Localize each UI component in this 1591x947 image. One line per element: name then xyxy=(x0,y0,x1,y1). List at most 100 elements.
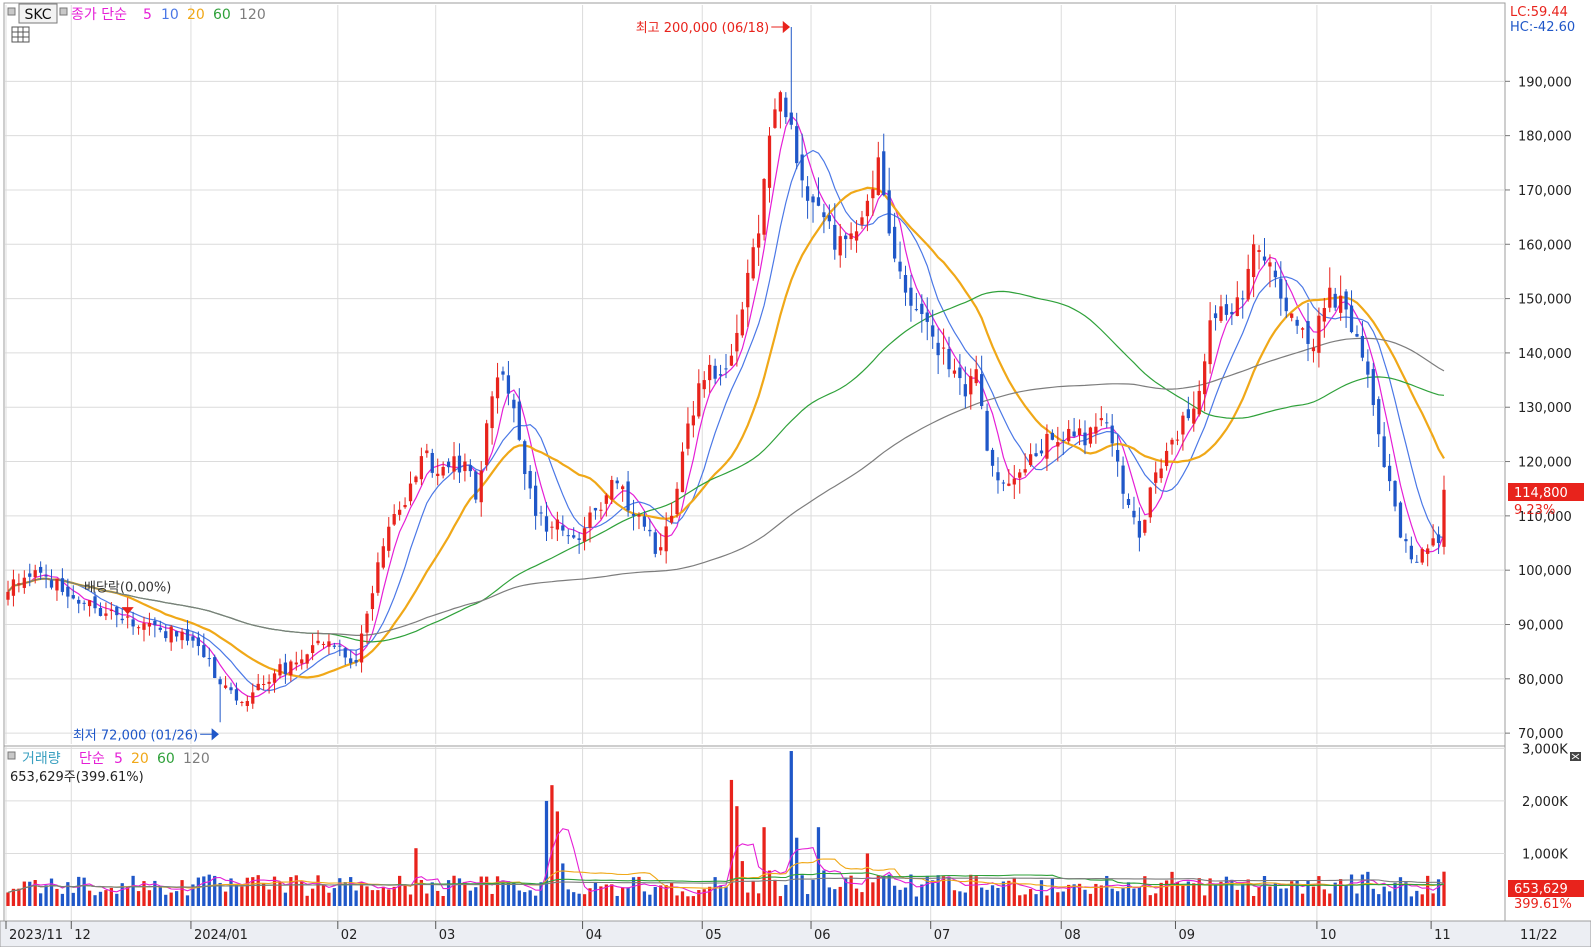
volume-bar xyxy=(757,893,761,906)
volume-bar xyxy=(354,890,358,906)
volume-bar xyxy=(1219,881,1223,906)
candle-body xyxy=(22,577,26,588)
volume-bar xyxy=(1273,883,1278,906)
candle-body xyxy=(1197,390,1201,415)
candle-body xyxy=(289,661,293,676)
volume-bar xyxy=(990,885,995,906)
ma-line-20 xyxy=(7,186,1445,679)
table-icon[interactable] xyxy=(11,26,30,43)
candle-body xyxy=(1393,480,1397,507)
candle-body xyxy=(234,689,239,701)
candle-body xyxy=(680,451,685,493)
candle-body xyxy=(724,368,728,370)
candle-body xyxy=(321,643,326,645)
candle-body xyxy=(561,525,565,531)
candle-body xyxy=(1203,361,1207,395)
candle-body xyxy=(158,627,162,630)
candle-body xyxy=(207,658,211,660)
y-tick-label: 120,000 xyxy=(1518,456,1572,471)
volume-bar xyxy=(66,882,70,906)
candle-body xyxy=(653,532,657,554)
volume-bar xyxy=(1094,883,1098,906)
candle-body xyxy=(376,562,380,593)
legend-vma20: 20 xyxy=(131,751,149,767)
candle-body xyxy=(1028,454,1033,466)
y-tick-label: 170,000 xyxy=(1518,184,1572,199)
close-panel-icon[interactable] xyxy=(1570,752,1581,761)
volume-bar xyxy=(414,848,418,906)
candle-body xyxy=(827,215,831,222)
candle-body xyxy=(985,410,989,451)
candle-body xyxy=(735,332,739,352)
volume-bar xyxy=(251,877,255,906)
candle-body xyxy=(969,376,973,395)
volume-bar xyxy=(588,888,592,906)
settings-icon[interactable] xyxy=(59,7,68,16)
candle-body xyxy=(485,423,489,466)
symbol-label[interactable]: SKC xyxy=(24,7,51,23)
candle-body xyxy=(871,189,875,199)
volume-bar xyxy=(376,890,380,906)
volume-bar xyxy=(865,853,870,906)
volume-bar xyxy=(446,880,451,906)
candle-body xyxy=(490,396,494,429)
candle-body xyxy=(174,631,179,637)
volume-bar xyxy=(77,876,81,906)
volume-bar xyxy=(958,891,962,906)
volume-bar xyxy=(506,881,511,906)
candle-body xyxy=(849,233,853,240)
volume-bar xyxy=(1018,895,1022,906)
candle-body xyxy=(381,546,385,568)
volume-bar xyxy=(1409,896,1413,906)
volume-bar xyxy=(60,893,65,906)
collapse-icon[interactable] xyxy=(7,7,16,16)
candle-body xyxy=(474,471,478,500)
volume-bar xyxy=(136,891,141,906)
candle-body xyxy=(495,377,500,399)
legend-ma20: 20 xyxy=(187,7,205,23)
current-volume: 653,629주(399.61%) xyxy=(10,770,144,785)
volume-bar xyxy=(996,887,1000,906)
volume-bar xyxy=(702,889,706,906)
volume-bar xyxy=(11,888,16,906)
candle-body xyxy=(844,235,848,240)
volume-bar xyxy=(33,880,37,906)
symbol-box[interactable] xyxy=(18,3,58,24)
candle-body xyxy=(1105,422,1109,424)
x-tick-label: 04 xyxy=(586,928,603,943)
volume-bar xyxy=(561,863,565,906)
candle-body xyxy=(860,217,864,225)
volume-bar xyxy=(1023,894,1027,906)
candle-body xyxy=(131,619,135,627)
y-tick-label: 190,000 xyxy=(1518,75,1572,90)
volume-bar xyxy=(533,895,538,906)
volume-bar xyxy=(680,891,685,906)
candle-body xyxy=(278,664,282,676)
volume-bar xyxy=(887,874,891,906)
dividend-label: 배당락(0.00%) xyxy=(84,581,171,596)
volume-bar xyxy=(648,894,652,906)
volume-bar xyxy=(272,876,277,906)
volume-bar xyxy=(1067,884,1071,906)
candle-body xyxy=(909,287,913,306)
volume-bar xyxy=(1175,881,1180,906)
volume-bar xyxy=(1387,891,1392,906)
last-change: 9.23% xyxy=(1514,503,1555,518)
collapse-icon[interactable] xyxy=(7,751,16,760)
v-tick-label: 1,000K xyxy=(1522,847,1568,862)
y-tick-label: 90,000 xyxy=(1518,619,1564,634)
price-legend: SKC 종가 단순 5 10 20 60 120 xyxy=(7,3,266,43)
candle-body xyxy=(963,384,967,397)
volume-bar xyxy=(185,895,190,906)
candle-body xyxy=(631,513,636,516)
candle-body xyxy=(1224,304,1229,315)
candle-body xyxy=(147,622,152,627)
candle-body xyxy=(1387,465,1392,482)
volume-bar xyxy=(985,889,989,906)
candle-body xyxy=(952,370,957,374)
candle-body xyxy=(66,586,70,597)
candle-body xyxy=(1116,449,1120,462)
volume-bar xyxy=(941,876,946,906)
